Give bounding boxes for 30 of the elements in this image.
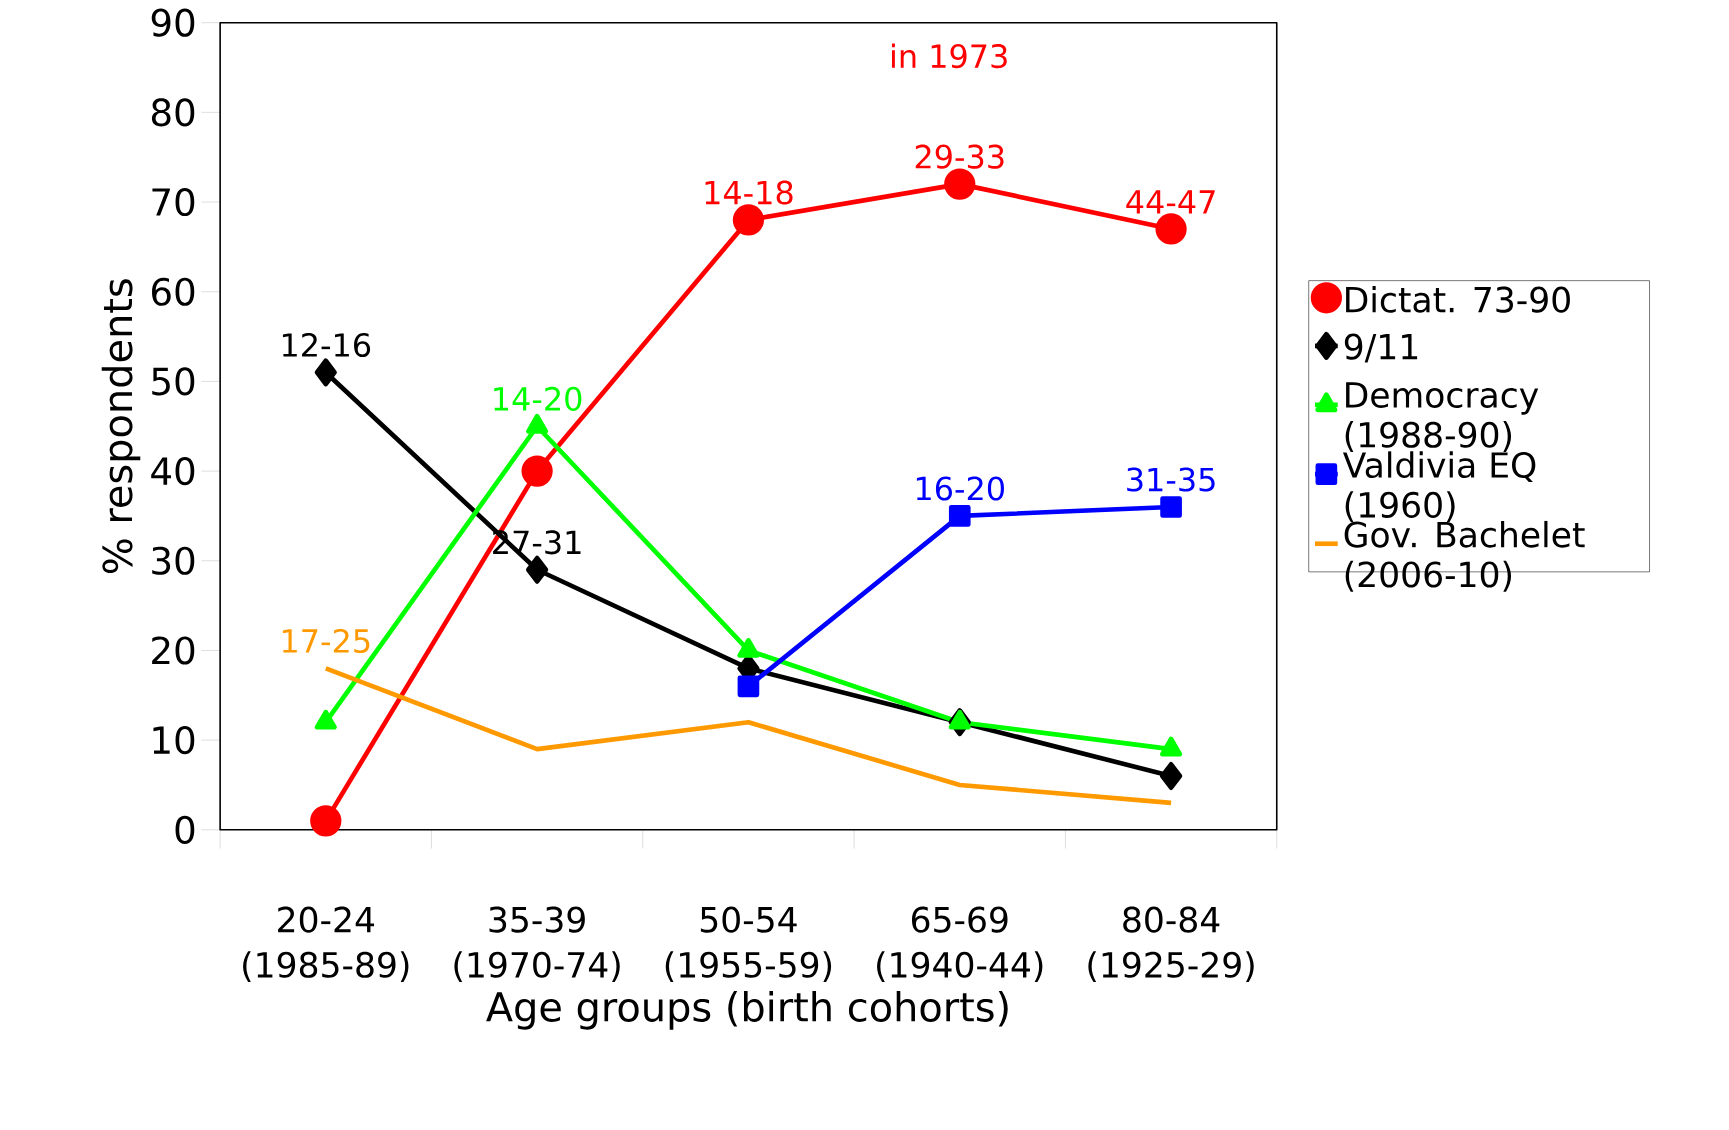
- x-tick-label: 35-39 (1970-74): [454, 906, 620, 982]
- annotation: in 1973: [892, 43, 1007, 69]
- x-axis-title: Age groups (birth cohorts): [486, 991, 1008, 1030]
- data-label: 17-25: [282, 628, 370, 654]
- y-tick-label: 80: [151, 98, 195, 127]
- y-tick-label: 30: [152, 546, 195, 575]
- y-tick-label: 0: [175, 815, 195, 844]
- legend-label: Gov. Bachelet (2006-10): [1344, 520, 1585, 592]
- x-tick-label: 80-84 (1925-29): [1088, 906, 1254, 982]
- data-label: 12-16: [282, 332, 371, 358]
- x-tick-label: 20-24 (1985-89): [243, 906, 409, 982]
- data-label: 14-18: [705, 180, 793, 205]
- legend-label: Democracy (1988-90): [1345, 382, 1539, 452]
- y-tick-label: 10: [153, 726, 195, 755]
- legend-label: 9/11: [1344, 333, 1418, 363]
- y-tick-label: 60: [152, 277, 195, 306]
- data-label: 29-33: [915, 144, 1004, 169]
- x-tick-label: 50-54 (1955-59): [665, 906, 832, 982]
- y-tick-label: 20: [152, 636, 195, 665]
- y-tick-label: 70: [152, 187, 195, 217]
- data-label: 16-20: [916, 476, 1004, 501]
- data-label: 14-20: [494, 386, 582, 411]
- x-tick-label: 65-69 (1940-44): [877, 906, 1043, 982]
- data-label: 44-47: [1126, 190, 1215, 214]
- y-tick-label: 40: [151, 457, 195, 486]
- legend-label: Dictat. 73-90: [1346, 285, 1570, 313]
- data-label: 31-35: [1127, 467, 1215, 492]
- y-axis-title: % respondents: [101, 279, 141, 573]
- y-tick-label: 90: [151, 8, 195, 37]
- y-tick-label: 50: [152, 367, 195, 396]
